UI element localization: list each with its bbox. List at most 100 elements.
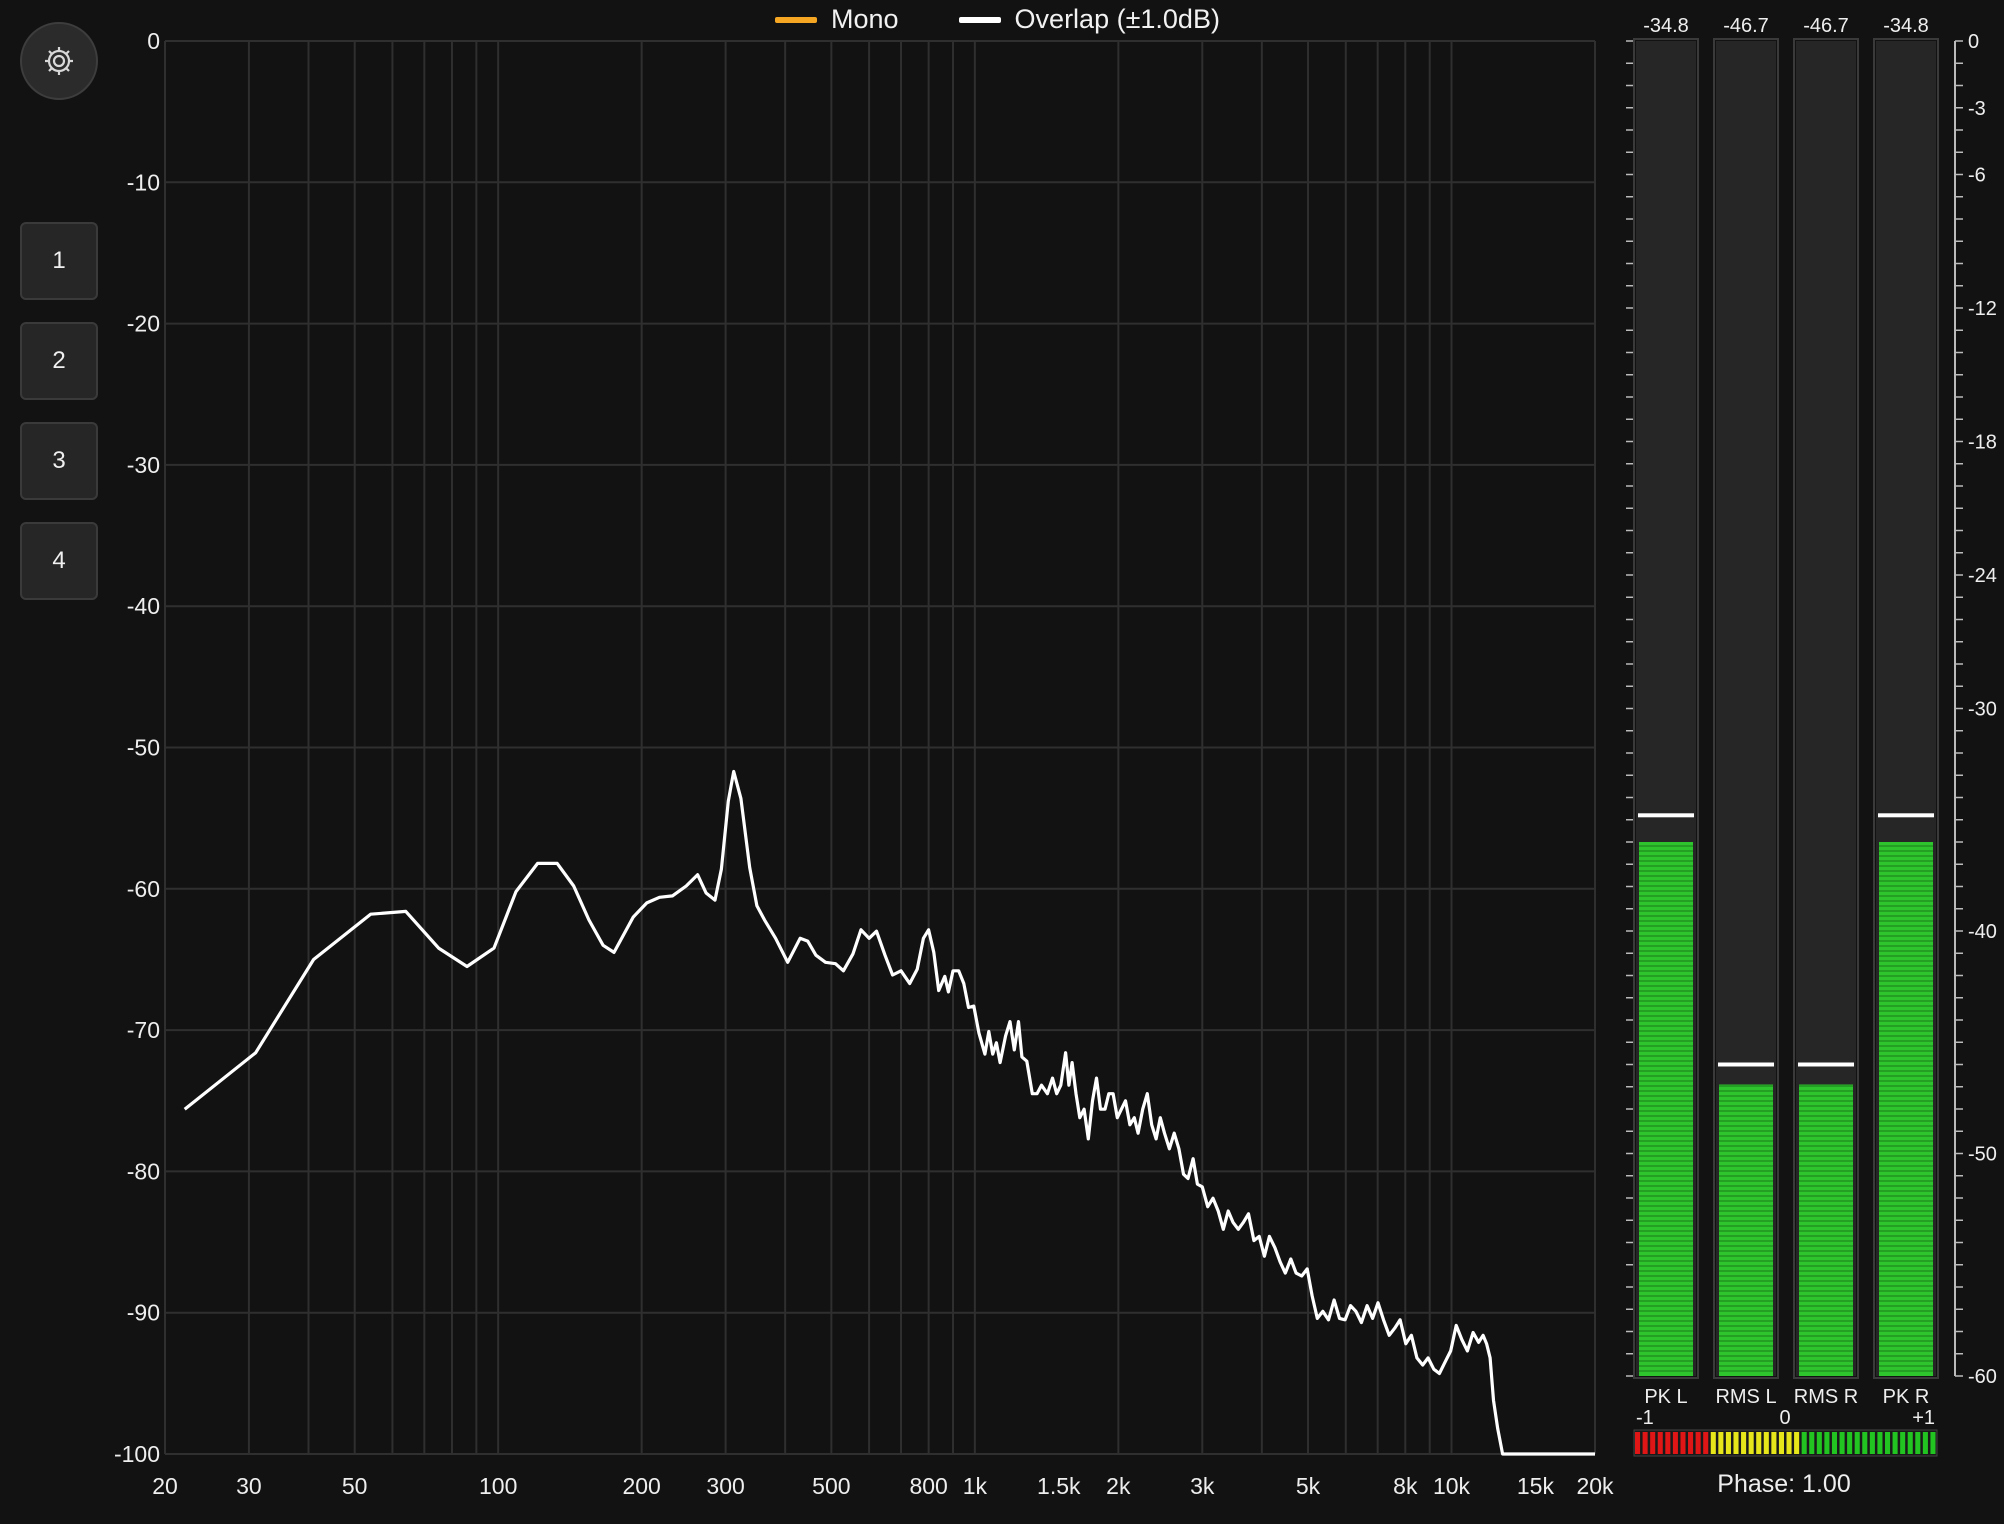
meter-frame <box>1873 38 1939 1379</box>
meter-readout: -46.7 <box>1723 15 1769 37</box>
x-tick-label: 15k <box>1517 1473 1555 1499</box>
correlation-track <box>1633 1429 1938 1457</box>
meter-scale-label: -18 <box>1968 432 1997 454</box>
phase-readout: Phase: 1.00 <box>1717 1470 1851 1498</box>
correlation-segment <box>1710 1432 1716 1454</box>
y-tick-label: -100 <box>114 1441 160 1467</box>
meter-scale-label: -60 <box>1968 1366 1997 1388</box>
meter-readout: -46.7 <box>1803 15 1849 37</box>
preset-button-1[interactable]: 1 <box>20 222 98 300</box>
x-tick-label: 30 <box>236 1473 262 1499</box>
meter-readout: -34.8 <box>1643 15 1689 37</box>
meter-peak-hold <box>1878 813 1934 818</box>
correlation-segment <box>1733 1432 1739 1454</box>
x-tick-label: 20k <box>1576 1473 1614 1499</box>
meter-scale-label: -30 <box>1968 699 1997 721</box>
correlation-segment <box>1703 1432 1709 1454</box>
y-tick-label: -40 <box>127 593 160 619</box>
correlation-segment <box>1672 1432 1678 1454</box>
correlation-segment <box>1907 1432 1913 1454</box>
meter-scale-label: 0 <box>1968 31 1979 53</box>
y-tick-label: -70 <box>127 1017 160 1043</box>
x-tick-label: 20 <box>152 1473 178 1499</box>
meter-peak-hold <box>1798 1062 1854 1067</box>
correlation-segment <box>1809 1432 1815 1454</box>
meter-scale-label: -12 <box>1968 298 1997 320</box>
preset-button-4[interactable]: 4 <box>20 522 98 600</box>
correlation-segment <box>1862 1432 1868 1454</box>
correlation-label-min: -1 <box>1636 1407 1654 1429</box>
correlation-segment <box>1763 1432 1769 1454</box>
meter-scale-label: -50 <box>1968 1144 1997 1166</box>
x-tick-label: 8k <box>1393 1473 1418 1499</box>
correlation-segment <box>1688 1432 1694 1454</box>
y-tick-label: -80 <box>127 1158 160 1184</box>
correlation-segment <box>1778 1432 1784 1454</box>
x-tick-label: 1k <box>963 1473 988 1499</box>
meter-channel-label: PK R <box>1883 1386 1930 1408</box>
chart-legend: Mono Overlap (±1.0dB) <box>775 4 1280 35</box>
correlation-segment <box>1801 1432 1807 1454</box>
meter-bar <box>1799 1084 1853 1376</box>
meter-frame <box>1713 38 1779 1379</box>
correlation-segment <box>1725 1432 1731 1454</box>
legend-label-mono: Mono <box>831 4 899 34</box>
meter-frame <box>1633 38 1699 1379</box>
correlation-segment <box>1831 1432 1838 1454</box>
x-tick-label: 3k <box>1190 1473 1215 1499</box>
correlation-segment <box>1680 1432 1686 1454</box>
x-tick-label: 1.5k <box>1037 1473 1081 1499</box>
legend-item-mono[interactable]: Mono <box>775 4 899 35</box>
settings-button[interactable] <box>20 22 98 100</box>
correlation-segment <box>1718 1432 1724 1454</box>
correlation-segment <box>1884 1432 1891 1454</box>
correlation-segment <box>1657 1432 1663 1454</box>
x-tick-label: 100 <box>479 1473 517 1499</box>
correlation-segment <box>1695 1432 1701 1454</box>
meter-scale-label: -40 <box>1968 921 1997 943</box>
correlation-segment <box>1824 1432 1830 1454</box>
correlation-segment <box>1771 1432 1777 1454</box>
y-tick-label: -50 <box>127 735 160 761</box>
x-tick-label: 5k <box>1296 1473 1321 1499</box>
x-tick-label: 10k <box>1433 1473 1471 1499</box>
correlation-label-center: 0 <box>1779 1407 1790 1429</box>
y-tick-label: 0 <box>147 28 160 54</box>
x-tick-label: 2k <box>1106 1473 1131 1499</box>
legend-swatch-mono <box>775 16 817 23</box>
x-tick-label: 200 <box>622 1473 660 1499</box>
preset-button-3[interactable]: 3 <box>20 422 98 500</box>
meter-bar <box>1719 1084 1773 1376</box>
correlation-segment <box>1877 1432 1883 1454</box>
x-tick-label: 500 <box>812 1473 850 1499</box>
correlation-segment <box>1741 1432 1747 1454</box>
correlation-segment <box>1816 1432 1822 1454</box>
meter-readout: -34.8 <box>1883 15 1929 37</box>
preset-button-2[interactable]: 2 <box>20 322 98 400</box>
y-tick-label: -60 <box>127 876 160 902</box>
correlation-segment <box>1665 1432 1671 1454</box>
correlation-segment <box>1642 1432 1648 1454</box>
correlation-segment <box>1756 1432 1762 1454</box>
correlation-segment <box>1854 1432 1860 1454</box>
correlation-segment <box>1922 1432 1928 1454</box>
meter-scale-label: -6 <box>1968 165 1986 187</box>
meter-scale-label: -24 <box>1968 565 1997 587</box>
meter-frame <box>1793 38 1859 1379</box>
legend-item-overlap[interactable]: Overlap (±1.0dB) <box>958 4 1220 35</box>
meter-channel-label: RMS L <box>1715 1386 1776 1408</box>
correlation-segment <box>1900 1432 1906 1454</box>
correlation-segment <box>1839 1432 1845 1454</box>
x-tick-label: 800 <box>909 1473 947 1499</box>
gear-icon <box>45 47 73 75</box>
correlation-segment <box>1650 1432 1656 1454</box>
y-tick-label: -30 <box>127 452 160 478</box>
correlation-segment <box>1930 1432 1936 1454</box>
x-tick-label: 300 <box>706 1473 744 1499</box>
correlation-segment <box>1892 1432 1898 1454</box>
correlation-segment <box>1786 1432 1792 1454</box>
correlation-segment <box>1794 1432 1800 1454</box>
series-line-overlap <box>183 769 1595 1456</box>
